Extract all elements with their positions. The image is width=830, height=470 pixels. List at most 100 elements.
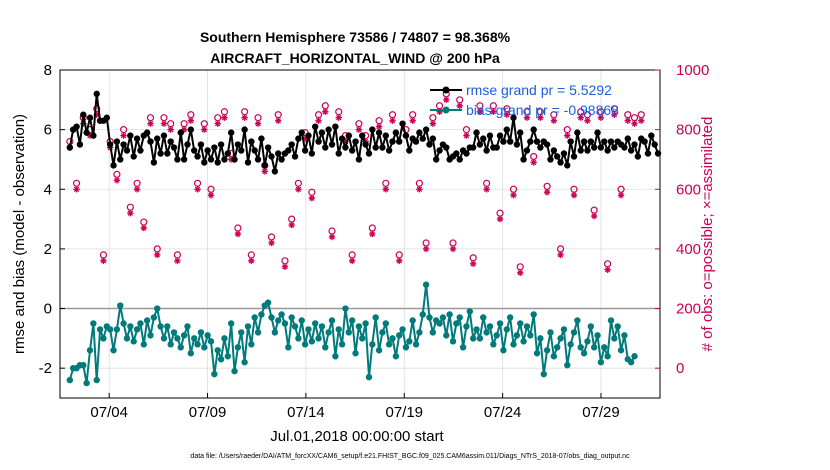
bias-point xyxy=(345,329,353,336)
rmse-point xyxy=(194,153,201,160)
rmse-point xyxy=(520,156,527,163)
bias-point xyxy=(322,344,329,351)
obs-assimilated-marker xyxy=(127,209,134,217)
rmse-point xyxy=(345,132,353,139)
rmse-point xyxy=(577,147,584,154)
bias-point xyxy=(83,379,90,387)
obs-assimilated-marker xyxy=(315,117,322,124)
bias-point xyxy=(258,311,265,318)
rmse-point xyxy=(177,129,184,136)
bias-series xyxy=(66,281,638,387)
bias-point xyxy=(429,329,437,336)
rmse-point xyxy=(335,150,342,157)
bias-point xyxy=(291,323,299,330)
chart-title-line1: Southern Hemisphere 73586 / 74807 = 98.3… xyxy=(200,29,511,45)
bias-point xyxy=(86,347,94,354)
rmse-point xyxy=(594,129,601,136)
bias-point xyxy=(500,347,507,354)
rmse-point xyxy=(412,138,420,145)
bias-point xyxy=(506,314,514,321)
rmse-point xyxy=(238,147,245,154)
rmse-point xyxy=(154,135,161,142)
rmse-point xyxy=(164,150,171,157)
rmse-point xyxy=(506,138,514,145)
rmse-point xyxy=(143,129,151,136)
bias-point xyxy=(355,323,363,330)
bias-point xyxy=(164,323,171,330)
bias-point xyxy=(416,329,423,336)
obs-assimilated-marker xyxy=(268,239,275,247)
bias-point xyxy=(251,314,258,321)
obs-assimilated-marker xyxy=(160,120,168,127)
rmse-point xyxy=(402,132,410,139)
bias-point xyxy=(143,317,151,324)
obs-assimilated-marker xyxy=(100,257,107,265)
obs-assimilated-marker xyxy=(611,111,618,118)
obs-assimilated-marker xyxy=(288,221,295,229)
bias-point xyxy=(217,356,225,363)
rmse-point xyxy=(365,150,373,157)
bias-point xyxy=(617,347,625,354)
bias-point xyxy=(167,341,174,348)
bias-point xyxy=(553,344,561,351)
rmse-point xyxy=(93,90,100,98)
obs-assimilated-marker xyxy=(429,120,437,127)
obs-assimilated-marker xyxy=(221,114,228,121)
obs-assimilated-marker xyxy=(577,114,584,121)
obs-assimilated-marker xyxy=(234,230,242,238)
legend: rmse grand pr = 5.5292 bias grand pr = -… xyxy=(430,82,619,118)
bias-point xyxy=(90,320,97,327)
bias-point xyxy=(607,317,615,324)
rmse-point xyxy=(453,150,460,157)
bias-point xyxy=(194,341,201,348)
rmse-point xyxy=(641,138,648,145)
y-axis-left: -2 0 2 4 6 8 xyxy=(39,62,65,377)
rmse-point xyxy=(214,159,221,166)
bias-point xyxy=(406,338,413,345)
rmse-point xyxy=(231,156,238,163)
bias-point xyxy=(463,323,470,330)
obs-assimilated-marker xyxy=(604,266,611,273)
rmse-point xyxy=(271,168,279,175)
rmse-point xyxy=(187,126,195,133)
bias-point xyxy=(543,347,551,354)
obs-assimilated-marker xyxy=(496,215,504,223)
obs-assimilated-marker xyxy=(194,186,201,193)
rmse-point xyxy=(130,153,137,160)
rmse-point xyxy=(264,144,272,151)
rmse-point xyxy=(392,129,400,136)
rmse-series xyxy=(66,90,662,175)
rmse-point xyxy=(503,126,510,133)
obs-assimilated-marker xyxy=(543,189,551,196)
bias-point xyxy=(375,347,383,354)
bias-point xyxy=(560,326,568,333)
bias-point xyxy=(214,347,221,354)
bias-point xyxy=(453,320,460,327)
rmse-point xyxy=(644,150,652,157)
bias-point xyxy=(389,335,396,342)
bias-point xyxy=(392,353,400,360)
rmse-point xyxy=(486,132,494,139)
bias-point xyxy=(160,335,168,342)
rmse-point xyxy=(590,144,598,151)
bias-point xyxy=(305,326,312,333)
bias-point xyxy=(594,332,601,339)
obs-assimilated-marker xyxy=(469,260,477,268)
bias-point xyxy=(100,335,107,342)
bias-point xyxy=(147,332,154,339)
bias-point xyxy=(473,326,480,333)
rmse-point xyxy=(248,138,255,145)
y-left-tick-label: 6 xyxy=(44,122,52,139)
rmse-point xyxy=(527,138,534,145)
bias-point xyxy=(396,332,403,339)
y-right-tick-label: 0 xyxy=(676,360,684,377)
obs-assimilated-marker xyxy=(396,257,403,265)
rmse-point xyxy=(160,132,168,139)
rmse-point xyxy=(648,132,655,139)
bias-point xyxy=(449,338,457,345)
bias-point xyxy=(365,373,373,381)
obs-assimilated-marker xyxy=(167,126,174,133)
bias-point xyxy=(93,376,100,384)
obs-assimilated-marker xyxy=(140,224,147,232)
rmse-point xyxy=(83,129,90,136)
